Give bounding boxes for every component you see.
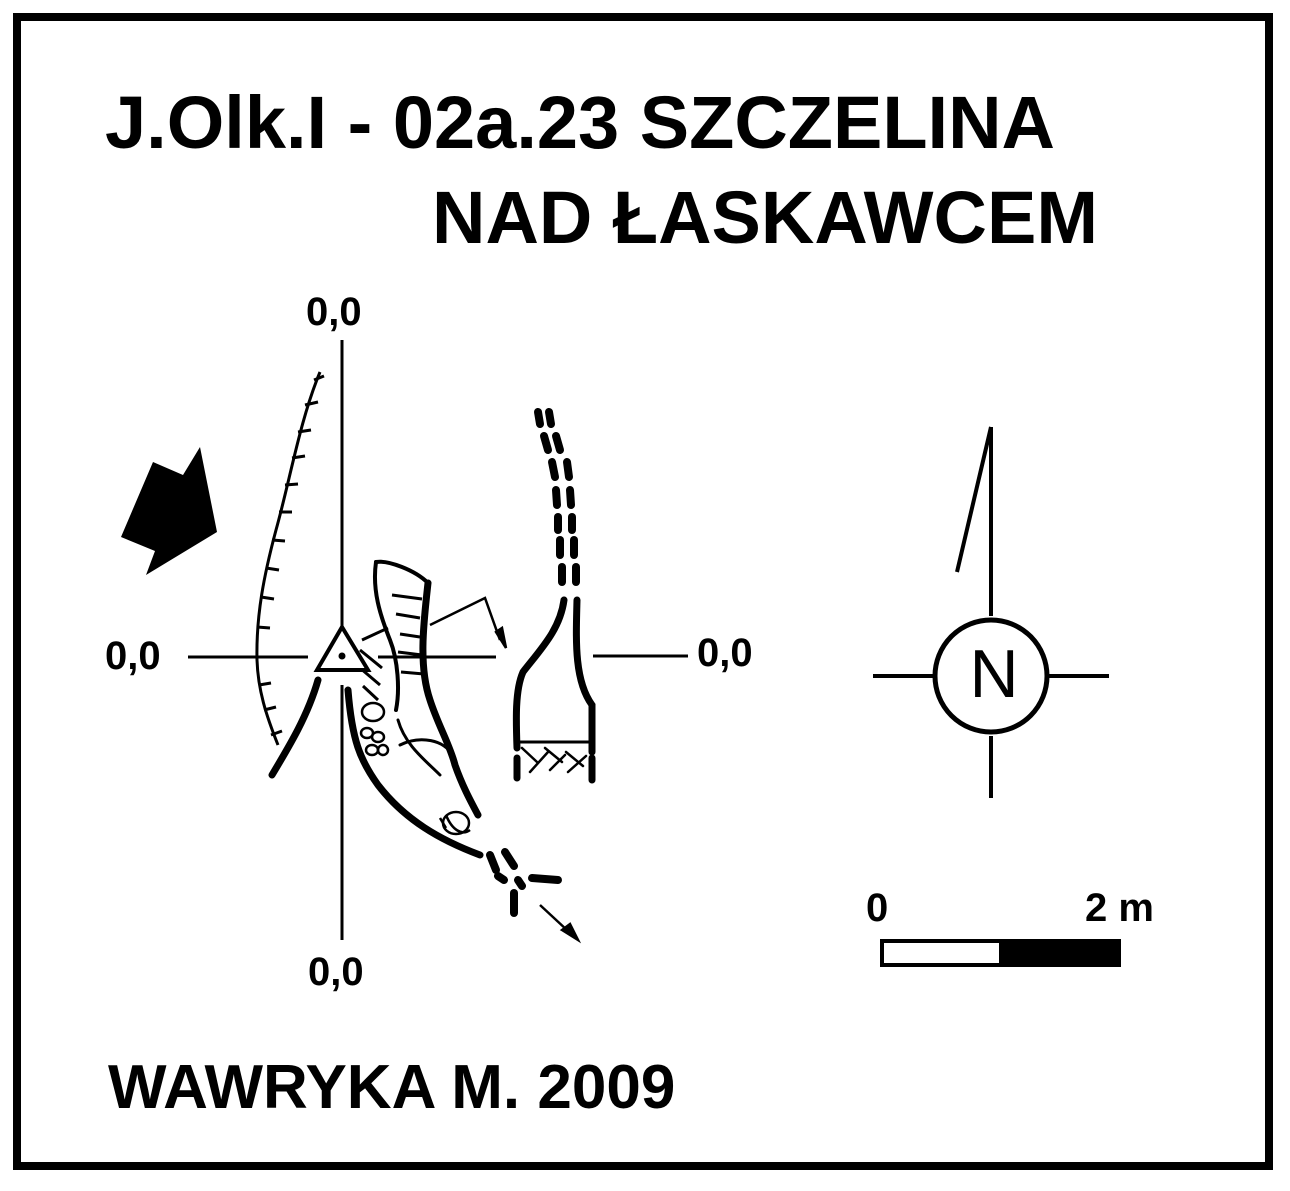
cave-cross-section xyxy=(512,408,596,784)
coordinate-bottom-label: 0,0 xyxy=(308,950,364,994)
title-line-2: NAD ŁASKAWCEM xyxy=(432,176,1098,259)
coordinate-right-label: 0,0 xyxy=(697,631,753,675)
passage-direction-arrow-icon xyxy=(429,596,582,944)
north-letter: N xyxy=(969,636,1019,712)
cave-wall-outline xyxy=(268,559,484,859)
author-credit: WAWRYKA M. 2009 xyxy=(108,1053,676,1122)
scale-start-label: 0 xyxy=(866,886,889,930)
rock-edge-hatched-line xyxy=(255,371,325,746)
north-arrow-icon xyxy=(873,426,1109,798)
passage-continuation-dashed xyxy=(486,848,562,917)
map-frame xyxy=(13,13,1273,1170)
boulders-rubble xyxy=(359,701,471,836)
coordinate-left-label: 0,0 xyxy=(105,634,161,678)
survey-station-triangle-icon xyxy=(313,623,372,672)
title-line-1: J.Olk.I - 02a.23 SZCZELINA xyxy=(105,81,1055,164)
coordinate-top-label: 0,0 xyxy=(306,290,362,334)
scale-bar xyxy=(880,939,1121,967)
entrance-direction-arrow-icon xyxy=(121,447,217,575)
scale-end-label: 2 m xyxy=(1085,886,1154,930)
passage-hatching xyxy=(359,593,425,702)
reference-cross xyxy=(188,340,688,940)
